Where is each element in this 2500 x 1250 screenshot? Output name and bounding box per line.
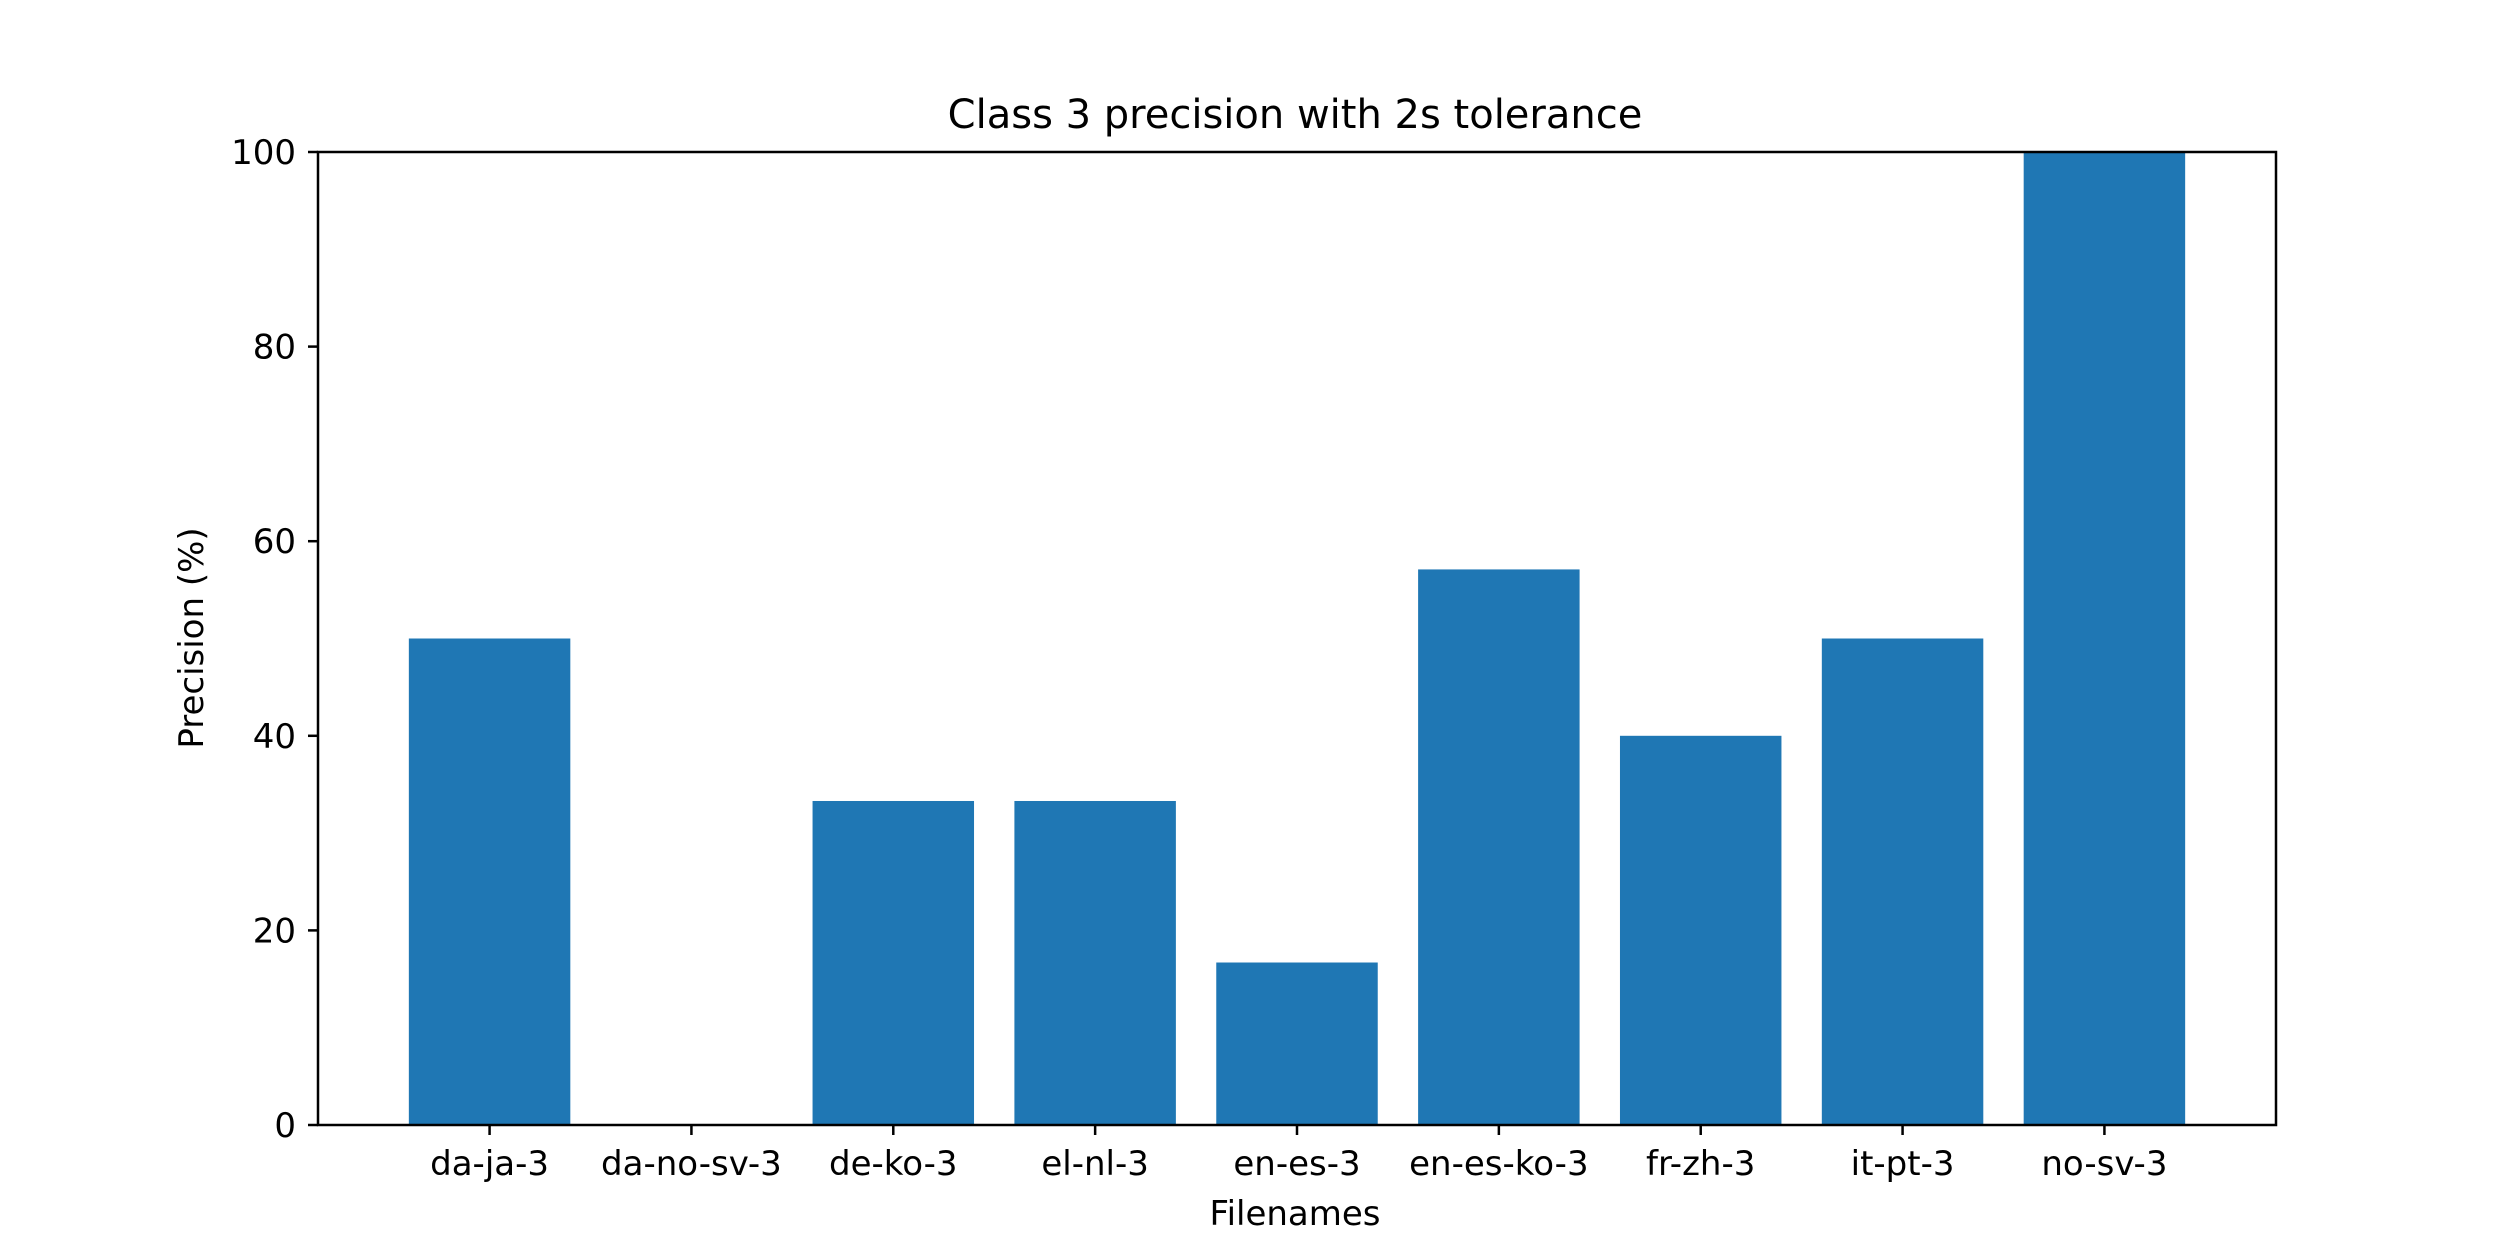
bar-fr-zh-3 xyxy=(1619,735,1782,1125)
x-tick-label: el-nl-3 xyxy=(1041,1144,1149,1184)
y-axis-label: Precision (%) xyxy=(172,527,212,748)
y-tick-label: 100 xyxy=(231,133,296,173)
x-tick-label: it-pt-3 xyxy=(1851,1144,1955,1184)
x-tick-label: en-es-ko-3 xyxy=(1409,1144,1588,1184)
x-tick-label: de-ko-3 xyxy=(829,1144,958,1184)
bar-el-nl-3 xyxy=(1014,800,1176,1125)
y-tick-label: 40 xyxy=(253,717,296,757)
x-tick-label: fr-zh-3 xyxy=(1646,1144,1755,1184)
chart-title: Class 3 precision with 2s tolerance xyxy=(948,92,1643,138)
x-tick-label: en-es-3 xyxy=(1233,1144,1360,1184)
x-axis-label: Filenames xyxy=(1209,1194,1380,1234)
bar-da-ja-3 xyxy=(408,638,571,1125)
bar-it-pt-3 xyxy=(1821,638,1984,1125)
bars-group xyxy=(408,152,2186,1125)
bar-en-es-ko-3 xyxy=(1418,569,1580,1125)
x-tick-label: no-sv-3 xyxy=(2041,1144,2167,1184)
x-tick-label: da-no-sv-3 xyxy=(601,1144,782,1184)
bar-no-sv-3 xyxy=(2023,152,2186,1125)
y-tick-label: 60 xyxy=(253,522,296,562)
x-axis: da-ja-3 da-no-sv-3 de-ko-3 el-nl-3 en-es-3 en… xyxy=(430,1125,2167,1184)
x-tick-label: da-ja-3 xyxy=(430,1144,549,1184)
y-tick-label: 20 xyxy=(253,911,296,951)
bar-en-es-3 xyxy=(1216,962,1378,1125)
y-axis: 0 20 40 60 80 100 xyxy=(231,133,318,1146)
bar-de-ko-3 xyxy=(812,800,975,1125)
y-tick-label: 0 xyxy=(274,1106,296,1146)
y-tick-label: 80 xyxy=(253,328,296,368)
